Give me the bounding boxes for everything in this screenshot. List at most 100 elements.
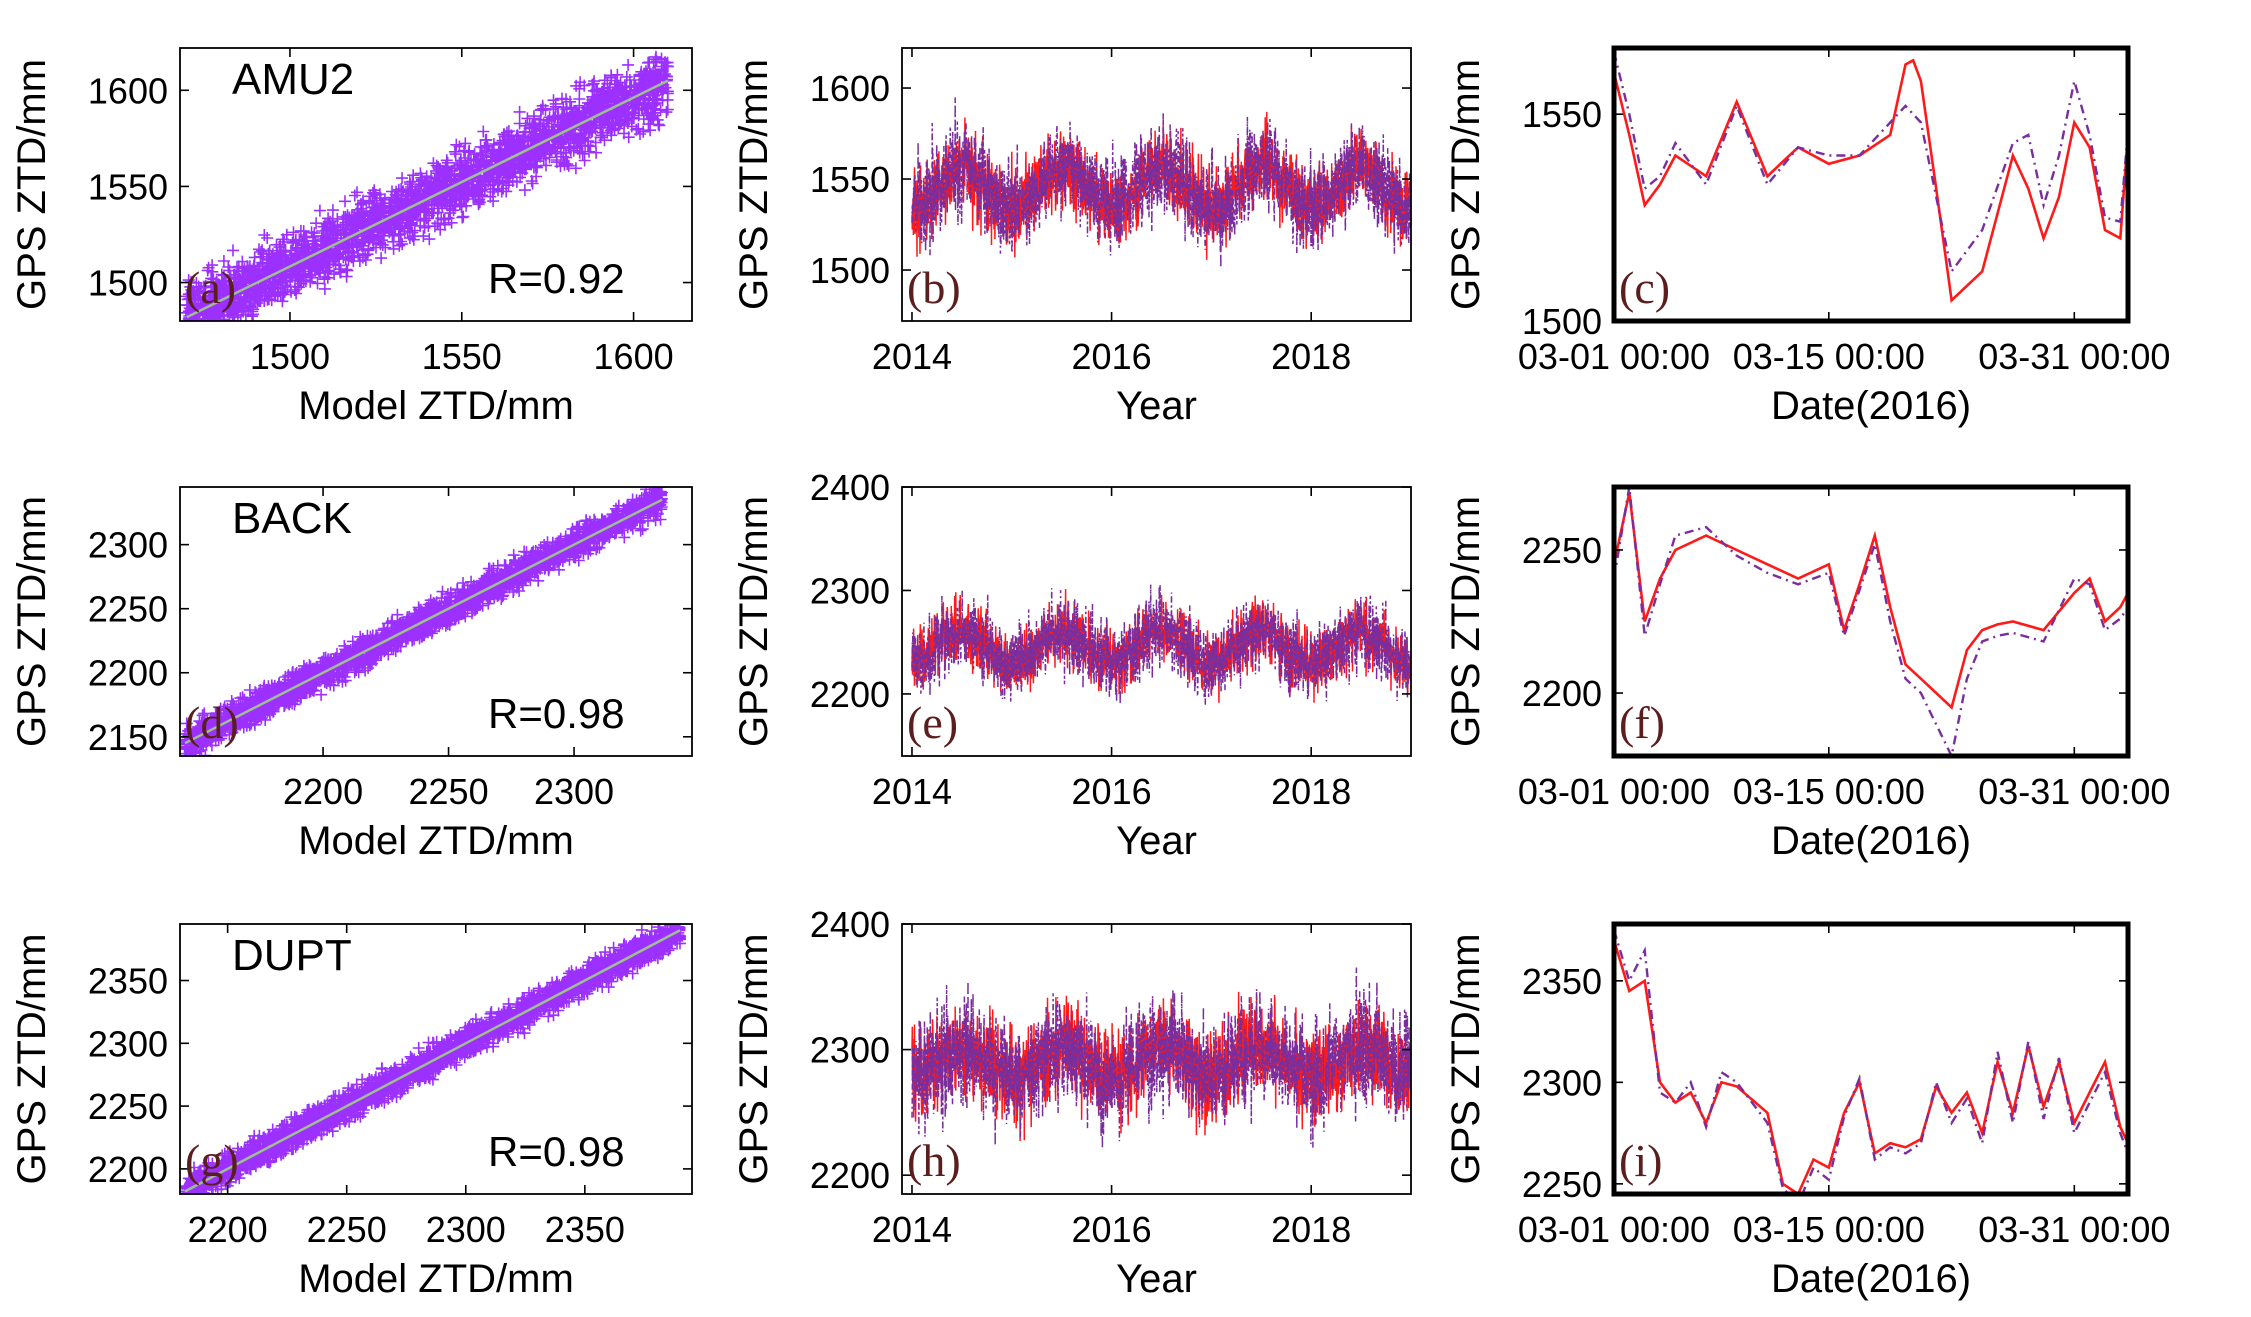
y-tick-label: 2200 xyxy=(1522,673,1602,714)
plot-marks xyxy=(180,924,686,1194)
panel-label: (i) xyxy=(1619,1135,1662,1186)
y-axis-label: GPS ZTD/mm xyxy=(1444,59,1488,310)
plot-marks xyxy=(1614,487,2128,756)
y-axis-label: GPS ZTD/mm xyxy=(732,59,776,310)
station-name: AMU2 xyxy=(232,55,354,104)
panel-label: (b) xyxy=(907,262,961,313)
y-tick-label: 2250 xyxy=(1522,530,1602,571)
y-tick-label: 1600 xyxy=(88,70,168,111)
plot-frame xyxy=(1611,484,2131,759)
x-tick-label: 2200 xyxy=(188,1209,268,1250)
plot-frame xyxy=(1611,45,2131,324)
x-tick-label: 1600 xyxy=(594,336,674,377)
x-tick-label: 2300 xyxy=(426,1209,506,1250)
panel-label: (a) xyxy=(185,262,236,313)
y-tick-label: 2150 xyxy=(88,717,168,758)
series-model-line xyxy=(1614,492,2128,710)
panel-f: 03-01 00:00 03-15 00:00 03-31 00:00 2200 225… xyxy=(1444,484,2170,863)
scatter-points xyxy=(180,50,674,321)
y-tick-label: 1550 xyxy=(810,159,890,200)
series-gps-line xyxy=(911,967,1411,1149)
x-axis-label: Year xyxy=(1116,1257,1197,1301)
plot-marks xyxy=(911,584,1411,705)
x-tick-label: 2300 xyxy=(534,771,614,812)
panel-g: 2200 2250 2300 2350 2200 2250 2300 2350 Model ZT… xyxy=(10,923,693,1301)
panel-label: (g) xyxy=(185,1135,239,1186)
y-axis-label: GPS ZTD/mm xyxy=(10,59,54,310)
x-tick-label: 2018 xyxy=(1271,336,1351,377)
series-model-line xyxy=(1614,58,2128,303)
x-tick-label: 03-31 00:00 xyxy=(1978,336,2170,377)
x-tick-label: 1550 xyxy=(422,336,502,377)
y-tick-label: 2200 xyxy=(88,653,168,694)
plot-frame xyxy=(901,486,1412,757)
plot-marks xyxy=(911,97,1411,268)
y-tick-label: 2350 xyxy=(88,961,168,1002)
x-tick-label: 2250 xyxy=(307,1209,387,1250)
y-tick-label: 2300 xyxy=(810,570,890,611)
y-tick-label: 1500 xyxy=(88,263,168,304)
panel-e: 2014 2016 2018 2200 2300 2400 Year GPS ZTD/mm (e… xyxy=(732,467,1412,863)
panel-h: 2014 2016 2018 2200 2300 2400 Year GPS ZTD/mm (h… xyxy=(732,904,1412,1301)
panel-label: (f) xyxy=(1619,697,1665,748)
x-tick-label: 2250 xyxy=(409,771,489,812)
x-tick-label: 03-15 00:00 xyxy=(1733,336,1925,377)
x-axis-label: Year xyxy=(1116,384,1197,428)
plot-frame xyxy=(901,923,1412,1195)
station-name: BACK xyxy=(232,494,352,543)
panel-c: 03-01 00:00 03-15 00:00 03-31 00:00 1500 155… xyxy=(1444,45,2170,428)
y-tick-label: 2400 xyxy=(810,904,890,945)
plot-frame xyxy=(179,486,693,757)
series-gps-line xyxy=(1614,929,2128,1194)
y-tick-label: 2300 xyxy=(1522,1062,1602,1103)
fit-line xyxy=(184,498,663,745)
plot-frame xyxy=(179,923,693,1195)
panel-label: (d) xyxy=(185,697,239,748)
series-gps-line xyxy=(911,97,1411,268)
y-tick-label: 2250 xyxy=(88,1086,168,1127)
y-axis-label: GPS ZTD/mm xyxy=(732,933,776,1184)
fit-line xyxy=(184,929,681,1193)
panel-b: 2014 2016 2018 1500 1550 1600 Year GPS ZTD/mm (b… xyxy=(732,47,1412,428)
panel-i: 03-01 00:00 03-15 00:00 03-31 00:00 2250 230… xyxy=(1444,921,2170,1301)
fit-line xyxy=(186,79,669,319)
correlation-value: R=0.98 xyxy=(488,690,625,737)
x-tick-label: 2014 xyxy=(872,771,952,812)
y-tick-label: 1550 xyxy=(1522,94,1602,135)
x-tick-label: 03-31 00:00 xyxy=(1978,1209,2170,1250)
panel-label: (h) xyxy=(907,1135,961,1186)
x-tick-label: 2014 xyxy=(872,1209,952,1250)
x-tick-label: 2016 xyxy=(1072,336,1152,377)
x-tick-label: 2350 xyxy=(545,1209,625,1250)
x-tick-label: 2200 xyxy=(283,771,363,812)
panel-d: 2200 2250 2300 2150 2200 2250 2300 Model ZTD/mm… xyxy=(10,486,693,863)
series-gps-line xyxy=(911,584,1411,705)
y-tick-label: 2300 xyxy=(810,1030,890,1071)
y-tick-label: 2200 xyxy=(810,1155,890,1196)
x-tick-label: 03-15 00:00 xyxy=(1733,1209,1925,1250)
x-tick-label: 03-31 00:00 xyxy=(1978,771,2170,812)
plot-frame xyxy=(1611,921,2131,1197)
y-axis-label: GPS ZTD/mm xyxy=(732,496,776,747)
panel-label: (c) xyxy=(1619,262,1670,313)
plot-marks xyxy=(180,487,668,756)
plot-marks xyxy=(1614,929,2128,1194)
y-axis-label: GPS ZTD/mm xyxy=(10,496,54,747)
x-tick-label: 1500 xyxy=(250,336,330,377)
y-tick-label: 2300 xyxy=(88,1023,168,1064)
y-axis-label: GPS ZTD/mm xyxy=(10,933,54,1184)
series-gps-line xyxy=(1614,51,2128,275)
x-tick-label: 2016 xyxy=(1072,1209,1152,1250)
x-tick-label: 03-01 00:00 xyxy=(1518,1209,1710,1250)
x-axis-label: Date(2016) xyxy=(1771,819,1971,863)
correlation-value: R=0.92 xyxy=(488,255,625,302)
plot-area xyxy=(1614,487,2128,756)
x-tick-label: 2018 xyxy=(1271,771,1351,812)
plot-marks xyxy=(911,967,1411,1149)
plot-marks xyxy=(1614,51,2128,303)
x-axis-label: Model ZTD/mm xyxy=(298,1257,574,1301)
plot-frame xyxy=(179,47,693,322)
series-gps-line xyxy=(1614,487,2128,756)
y-axis-label: GPS ZTD/mm xyxy=(1444,933,1488,1184)
